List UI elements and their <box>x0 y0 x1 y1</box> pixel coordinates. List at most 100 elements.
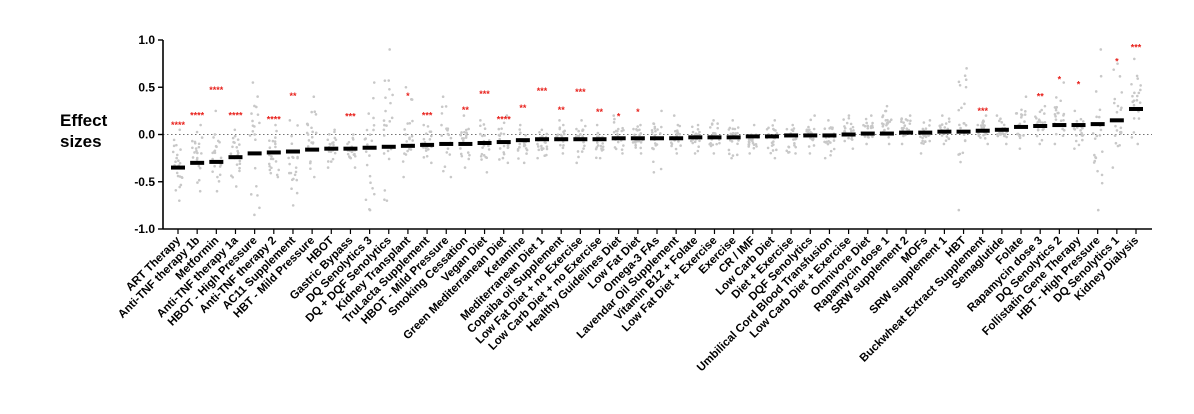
data-point <box>1018 147 1022 150</box>
data-point <box>329 160 333 163</box>
data-point <box>613 146 617 149</box>
data-point <box>986 142 990 146</box>
data-point <box>256 194 259 197</box>
data-point <box>1062 112 1066 116</box>
data-point <box>1054 118 1058 121</box>
data-point <box>1054 132 1058 136</box>
data-point <box>197 178 201 182</box>
data-point <box>883 128 886 132</box>
data-point <box>211 170 214 173</box>
data-point <box>771 149 775 152</box>
data-point <box>920 141 923 145</box>
data-point <box>172 144 176 148</box>
data-point <box>258 121 261 125</box>
data-point <box>326 138 330 142</box>
data-point <box>305 131 309 135</box>
data-point <box>1003 133 1007 136</box>
data-point <box>843 139 847 143</box>
data-point <box>440 105 444 109</box>
data-point <box>1042 127 1045 131</box>
data-point <box>308 161 312 165</box>
data-point <box>288 162 291 166</box>
median-bar <box>841 132 856 137</box>
data-point <box>827 140 830 143</box>
data-point <box>171 150 175 154</box>
data-point <box>460 154 464 158</box>
data-point <box>944 122 948 125</box>
data-point <box>791 123 795 127</box>
data-point <box>540 128 544 132</box>
data-point <box>675 152 679 155</box>
data-point <box>447 133 451 137</box>
data-point <box>940 123 944 126</box>
data-point <box>773 156 777 160</box>
data-point <box>580 119 583 122</box>
significance-marker: ** <box>519 103 527 113</box>
data-point <box>383 198 386 201</box>
median-bar <box>381 144 396 149</box>
data-point <box>499 132 503 135</box>
data-point <box>1019 116 1023 119</box>
data-point <box>787 145 790 149</box>
y-tick-label: 0.0 <box>138 128 155 142</box>
data-point <box>1005 142 1008 146</box>
data-point <box>1098 134 1102 137</box>
data-point <box>1062 128 1066 132</box>
data-point <box>884 109 888 113</box>
data-point <box>562 144 565 147</box>
data-point <box>524 147 528 150</box>
data-point <box>670 144 673 148</box>
median-bar <box>305 147 320 152</box>
significance-marker: * <box>1077 79 1081 89</box>
data-point <box>712 119 715 122</box>
data-point <box>887 142 891 146</box>
data-point <box>268 139 271 142</box>
data-point <box>921 136 924 140</box>
data-point <box>1053 142 1057 146</box>
data-point <box>195 130 199 134</box>
significance-marker: ** <box>558 105 566 115</box>
data-point <box>653 125 657 129</box>
data-point <box>178 128 182 132</box>
data-point <box>696 123 700 127</box>
data-point <box>887 135 890 139</box>
data-point <box>270 166 273 170</box>
data-point <box>1037 118 1041 122</box>
data-point <box>545 132 549 136</box>
data-point <box>945 135 949 138</box>
data-point <box>306 145 310 148</box>
data-point <box>582 147 585 150</box>
data-point <box>250 112 253 115</box>
data-point <box>424 149 428 152</box>
data-point <box>441 95 445 98</box>
data-point <box>363 137 367 141</box>
median-bar <box>994 127 1009 132</box>
data-point <box>1135 98 1139 102</box>
data-point <box>958 123 961 127</box>
data-point <box>425 154 429 158</box>
data-point <box>900 120 903 124</box>
data-point <box>812 127 816 131</box>
data-point <box>369 181 372 185</box>
data-point <box>197 145 201 149</box>
data-point <box>307 139 311 142</box>
data-point <box>365 128 369 132</box>
data-point <box>613 117 616 121</box>
data-point <box>690 125 694 129</box>
data-point <box>959 126 962 130</box>
median-bar <box>956 129 971 134</box>
data-point <box>842 118 845 121</box>
data-point <box>727 148 731 152</box>
median-bar <box>688 135 703 140</box>
data-point <box>1132 99 1136 102</box>
data-point <box>902 126 905 130</box>
data-point <box>233 134 237 138</box>
data-point <box>385 199 389 202</box>
data-point <box>1132 103 1136 107</box>
data-point <box>1098 108 1102 112</box>
data-point <box>468 153 471 157</box>
data-point <box>639 152 643 155</box>
data-point <box>1119 131 1123 135</box>
data-point <box>998 131 1001 135</box>
data-point <box>596 144 600 147</box>
